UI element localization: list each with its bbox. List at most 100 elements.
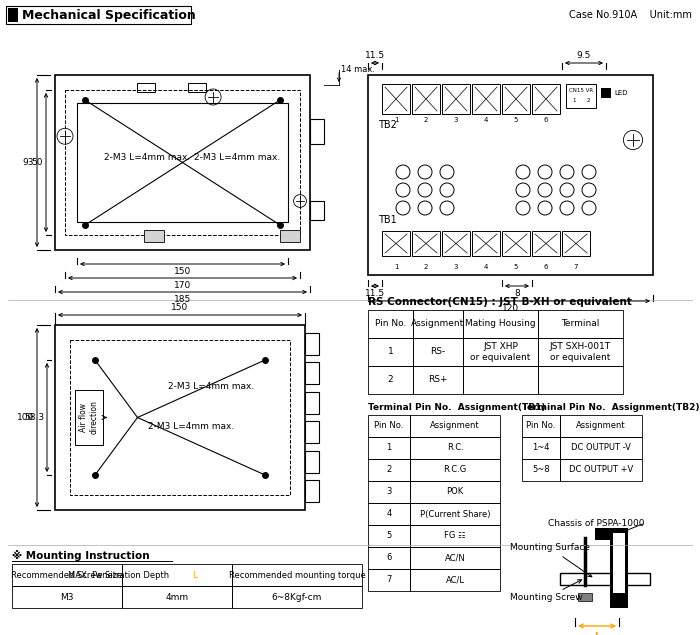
Bar [368,481,410,503]
Text: 9.5: 9.5 [577,51,592,60]
Text: 5: 5 [514,117,518,123]
Text: 2: 2 [587,98,589,103]
Bar [413,366,463,394]
Bar [368,503,410,525]
Text: 5: 5 [386,531,391,540]
Text: Chassis of PSPA-1000: Chassis of PSPA-1000 [549,519,645,528]
Text: AC/N: AC/N [444,554,466,563]
Text: Terminal: Terminal [561,319,600,328]
Text: Recommended Screw Size: Recommended Screw Size [11,570,122,580]
Bar [232,564,362,586]
Bar [410,547,500,569]
Bar [601,88,611,98]
Bar [410,569,500,591]
Bar [413,338,463,366]
Text: AC/L: AC/L [445,575,465,584]
Bar [136,83,155,92]
Text: 1: 1 [573,98,575,103]
Text: Mounting Surface: Mounting Surface [510,544,592,577]
Bar [382,231,410,256]
Bar [122,564,232,586]
Text: P(Current Share): P(Current Share) [420,509,490,519]
Text: 150: 150 [172,303,188,312]
Text: L: L [193,570,197,580]
Text: 3: 3 [386,488,392,497]
Text: Assignment: Assignment [430,422,480,431]
Text: 7: 7 [574,264,578,270]
Bar [305,392,319,414]
Bar [12,564,122,586]
Bar [368,547,410,569]
Bar [562,231,590,256]
Bar [305,333,319,354]
Text: 11.5: 11.5 [365,289,385,298]
Bar [280,230,300,242]
Bar [12,586,122,608]
Text: R.C.G: R.C.G [443,465,467,474]
Text: 7: 7 [386,575,392,584]
Bar [122,586,232,608]
Text: Pin No.: Pin No. [374,319,406,328]
Text: RS-: RS- [430,347,446,356]
Bar [368,310,413,338]
Text: 2-M3 L=4mm max.: 2-M3 L=4mm max. [167,382,253,391]
Bar [502,231,530,256]
Text: 50: 50 [32,158,43,167]
Text: ※ Mounting Instruction: ※ Mounting Instruction [12,550,150,561]
Bar [368,366,413,394]
Bar [55,325,305,510]
Bar [368,569,410,591]
Text: 3: 3 [454,117,458,123]
Bar [412,231,440,256]
Bar [472,84,500,114]
Text: DC OUTPUT +V: DC OUTPUT +V [569,465,633,474]
Text: DC OUTPUT -V: DC OUTPUT -V [571,443,631,453]
Text: JST XHP
or equivalent: JST XHP or equivalent [470,342,531,362]
Bar [368,459,410,481]
Text: L: L [594,632,600,635]
Bar [75,389,103,444]
Text: Pin No.: Pin No. [374,422,404,431]
Bar [410,481,500,503]
Bar [305,481,319,502]
Bar [310,119,324,144]
Text: Mounting Screw: Mounting Screw [510,580,582,603]
Text: 8: 8 [514,289,520,298]
Text: R.C.: R.C. [447,443,463,453]
Bar [368,75,653,275]
Text: 6~8Kgf-cm: 6~8Kgf-cm [272,592,322,601]
Text: 4: 4 [484,264,488,270]
Bar [368,437,410,459]
Bar [538,366,623,394]
Text: 93: 93 [22,158,34,167]
Bar [463,310,538,338]
Text: 120: 120 [502,304,519,313]
Bar [538,338,623,366]
Text: Air flow
direction: Air flow direction [79,401,99,434]
Bar [595,528,610,540]
Bar [410,525,500,547]
Text: 2-M3 L=4mm max.: 2-M3 L=4mm max. [148,422,234,431]
Text: 1: 1 [386,443,391,453]
Text: 14 max.: 14 max. [341,65,375,74]
Bar [305,362,319,384]
Bar [8,8,18,22]
Text: 1: 1 [388,347,393,356]
Bar [532,231,560,256]
Text: 2: 2 [386,465,391,474]
Bar [560,437,642,459]
Bar [232,586,362,608]
Text: Pin No.: Pin No. [526,422,556,431]
Text: TB2: TB2 [378,120,397,130]
Bar [610,528,628,608]
Text: 100: 100 [17,413,34,422]
Text: 6: 6 [386,554,392,563]
Bar [305,451,319,473]
Bar [472,231,500,256]
Text: 2-M3 L=4mm max.: 2-M3 L=4mm max. [104,153,190,162]
Bar [368,338,413,366]
Text: Terminal Pin No.  Assignment(TB2): Terminal Pin No. Assignment(TB2) [522,403,699,412]
Text: Mating Housing: Mating Housing [466,319,536,328]
Bar [522,459,560,481]
Bar [613,533,625,593]
